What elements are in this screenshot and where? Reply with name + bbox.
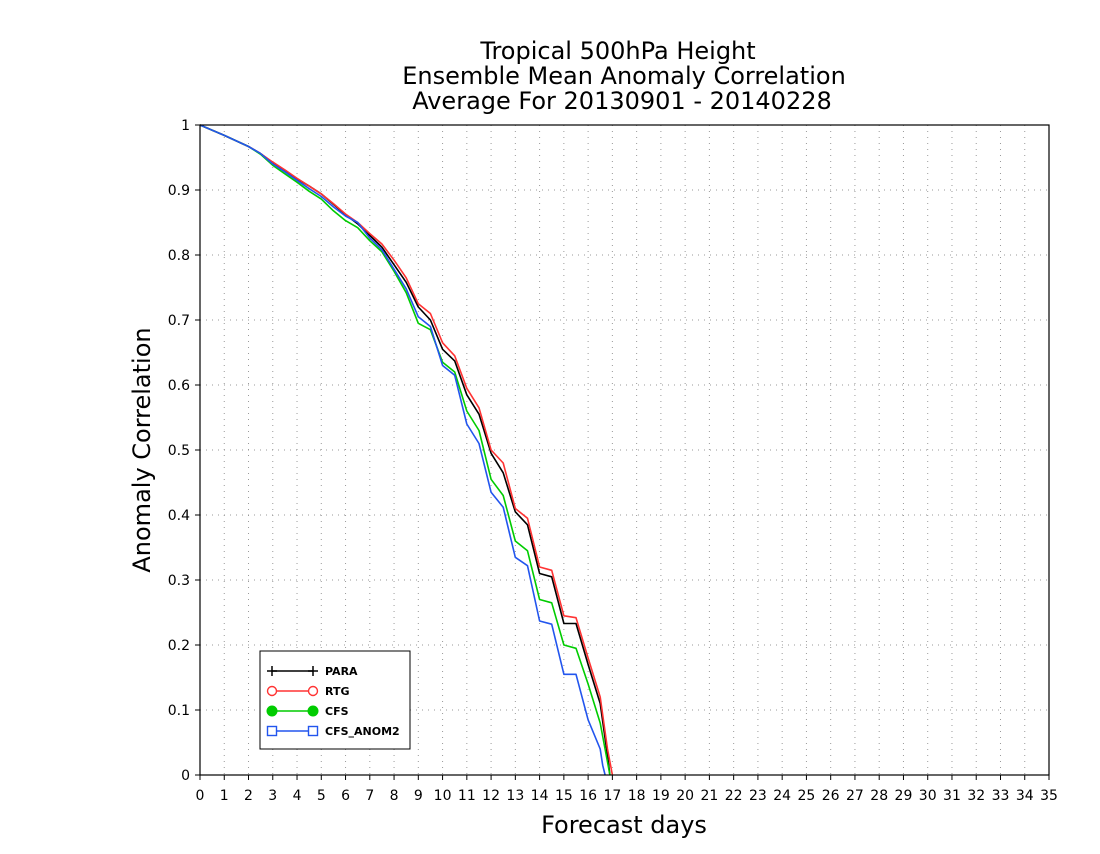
- x-tick-label: 17: [603, 788, 621, 804]
- x-tick-label: 20: [676, 788, 694, 804]
- x-tick-label: 18: [628, 788, 646, 804]
- x-tick-label: 29: [895, 788, 913, 804]
- x-tick-label: 13: [506, 788, 524, 804]
- y-tick-label: 0.1: [168, 703, 190, 719]
- x-tick-label: 9: [414, 788, 423, 804]
- y-tick-label: 0.7: [168, 313, 190, 329]
- series-line-cfs-anom2: [199, 124, 606, 776]
- x-tick-label: 4: [293, 788, 302, 804]
- x-tick-label: 7: [365, 788, 374, 804]
- x-tick-label: 6: [341, 788, 350, 804]
- legend-marker: [307, 705, 319, 717]
- x-tick-label: 26: [822, 788, 840, 804]
- x-tick-label: 24: [773, 788, 791, 804]
- x-tick-label: 34: [1016, 788, 1034, 804]
- legend-label: RTG: [325, 685, 350, 698]
- y-tick-label: 0.4: [168, 508, 190, 524]
- x-tick-label: 3: [268, 788, 277, 804]
- legend-label: PARA: [325, 665, 358, 678]
- legend-box: [259, 650, 411, 750]
- legend-item-cfs: CFS: [266, 705, 349, 718]
- y-axis: 0 0.1 0.2 0.3 0.4 0.5 0.6 0.7 0.8 0.9 1: [168, 118, 200, 784]
- x-tick-label: 0: [196, 788, 205, 804]
- y-tick-label: 0.6: [168, 378, 190, 394]
- x-axis-title: Forecast days: [541, 811, 707, 839]
- legend-label: CFS: [325, 705, 349, 718]
- x-tick-label: 8: [390, 788, 399, 804]
- x-tick-label: 23: [749, 788, 767, 804]
- grid-lines: [200, 125, 1049, 775]
- legend-marker: [266, 705, 278, 717]
- y-tick-label: 0: [181, 768, 190, 784]
- x-tick-label: 22: [725, 788, 743, 804]
- y-tick-label: 1: [181, 118, 190, 134]
- legend-marker: [266, 685, 278, 697]
- legend: PARA RTG CFS CFS_ANOM2: [259, 650, 411, 750]
- x-tick-label: 16: [579, 788, 597, 804]
- x-tick-label: 11: [458, 788, 476, 804]
- legend-item-rtg: RTG: [266, 685, 350, 698]
- y-tick-label: 0.5: [168, 443, 190, 459]
- x-tick-label: 19: [652, 788, 670, 804]
- series-line-cfs: [199, 124, 611, 776]
- legend-item-cfs-anom2: CFS_ANOM2: [266, 725, 400, 738]
- y-tick-label: 0.9: [168, 183, 190, 199]
- x-tick-label: 21: [700, 788, 718, 804]
- chart-title-line-1: Tropical 500hPa Height: [479, 37, 755, 65]
- legend-marker: [266, 725, 278, 737]
- x-tick-label: 14: [531, 788, 549, 804]
- x-tick-label: 10: [434, 788, 452, 804]
- y-tick-label: 0.8: [168, 248, 190, 264]
- x-tick-label: 31: [943, 788, 961, 804]
- y-axis-title: Anomaly Correlation: [128, 327, 156, 572]
- x-tick-label: 35: [1040, 788, 1058, 804]
- legend-marker: [307, 725, 319, 737]
- chart-title-line-3: Average For 20130901 - 20140228: [412, 87, 832, 115]
- x-tick-label: 25: [798, 788, 816, 804]
- x-tick-label: 33: [992, 788, 1010, 804]
- x-axis: 0 1 2 3 4 5 6 7 8 9 10 11 12 13 14 15 16 17 18 19 20 21 22 23 24…: [196, 775, 1058, 804]
- y-tick-label: 0.2: [168, 638, 190, 654]
- x-tick-label: 12: [482, 788, 500, 804]
- x-tick-label: 30: [919, 788, 937, 804]
- x-tick-label: 15: [555, 788, 573, 804]
- x-tick-label: 32: [967, 788, 985, 804]
- x-tick-label: 1: [220, 788, 229, 804]
- series-line-rtg: [199, 124, 614, 776]
- x-tick-label: 2: [244, 788, 253, 804]
- legend-label: CFS_ANOM2: [325, 725, 400, 738]
- series-lines: [199, 124, 614, 776]
- y-tick-label: 0.3: [168, 573, 190, 589]
- chart-title-line-2: Ensemble Mean Anomaly Correlation: [402, 62, 846, 90]
- x-tick-label: 28: [870, 788, 888, 804]
- legend-item-para: PARA: [267, 665, 358, 678]
- x-tick-label: 5: [317, 788, 326, 804]
- legend-marker: [307, 685, 319, 697]
- x-tick-label: 27: [846, 788, 864, 804]
